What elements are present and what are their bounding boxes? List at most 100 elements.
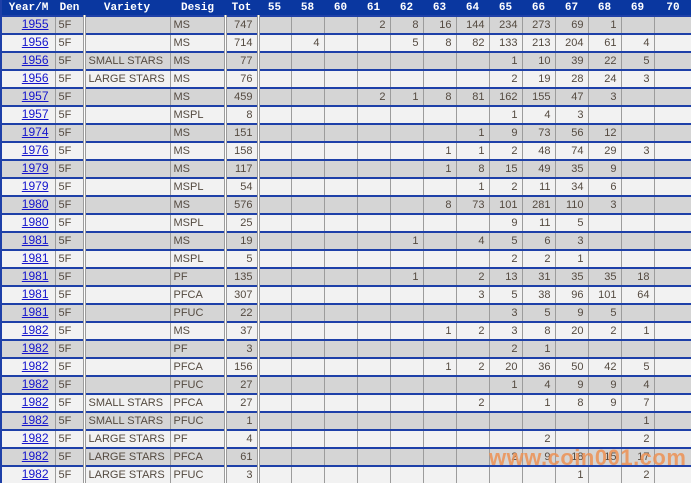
cell-c70 — [654, 412, 691, 431]
cell-c64 — [456, 448, 490, 467]
year-link[interactable]: 1982 — [21, 377, 49, 391]
year-link[interactable]: 1982 — [21, 413, 49, 427]
cell-c66: 10 — [522, 52, 556, 71]
cell-c65: 2 — [489, 448, 523, 467]
cell-c64 — [456, 412, 490, 431]
cell-c65: 234 — [489, 16, 523, 35]
cell-c55 — [256, 340, 292, 359]
year-link[interactable]: 1981 — [21, 305, 49, 319]
cell-c61 — [357, 232, 391, 251]
cell-desig: PFCA — [170, 358, 226, 377]
table-row: 1982 5F LARGE STARS PFCA 61 2 9 18 15 17 — [1, 448, 691, 467]
year-link[interactable]: 1981 — [21, 233, 49, 247]
cell-c70 — [654, 34, 691, 53]
year-link[interactable]: 1982 — [21, 359, 49, 373]
cell-c70 — [654, 358, 691, 377]
cell-c60 — [324, 142, 358, 161]
cell-c70 — [654, 268, 691, 287]
cell-c64 — [456, 340, 490, 359]
cell-c69: 4 — [621, 376, 655, 395]
cell-c67: 39 — [555, 52, 589, 71]
year-link[interactable]: 1974 — [21, 125, 49, 139]
cell-c55 — [256, 232, 292, 251]
year-link[interactable]: 1955 — [21, 17, 49, 31]
cell-c67: 110 — [555, 196, 589, 215]
cell-desig: PFUC — [170, 304, 226, 323]
year-link[interactable]: 1982 — [21, 323, 49, 337]
column-header-c55: 55 — [258, 0, 291, 17]
cell-c65: 5 — [489, 286, 523, 305]
cell-c68: 5 — [588, 304, 622, 323]
cell-c62 — [390, 124, 424, 143]
year-link[interactable]: 1979 — [21, 161, 49, 175]
table-row: 1957 5F MS 459 2 1 8 81 162 155 47 3 — [1, 88, 691, 107]
table-row: 1982 5F PF 3 2 1 — [1, 340, 691, 359]
year-link[interactable]: 1980 — [21, 215, 49, 229]
year-link[interactable]: 1957 — [21, 107, 49, 121]
year-link[interactable]: 1981 — [21, 287, 49, 301]
cell-tot: 22 — [223, 304, 259, 323]
cell-c67: 3 — [555, 106, 589, 125]
year-link[interactable]: 1982 — [21, 449, 49, 463]
cell-c64: 82 — [456, 34, 490, 53]
year-link[interactable]: 1982 — [21, 395, 49, 409]
cell-variety: SMALL STARS — [82, 394, 171, 413]
year-link[interactable]: 1956 — [21, 35, 49, 49]
cell-desig: MS — [170, 34, 226, 53]
cell-c55 — [256, 16, 292, 35]
cell-desig: MSPL — [170, 250, 226, 269]
table-row: 1956 5F MS 714 4 5 8 82 133 213 204 61 4 — [1, 34, 691, 53]
year-link[interactable]: 1982 — [21, 467, 49, 481]
cell-c61 — [357, 448, 391, 467]
cell-year: 1974 — [1, 124, 56, 143]
cell-variety — [82, 304, 171, 323]
cell-desig: MS — [170, 124, 226, 143]
cell-c60 — [324, 286, 358, 305]
cell-c63 — [423, 286, 457, 305]
cell-den: 5F — [55, 52, 85, 71]
cell-variety — [82, 88, 171, 107]
cell-variety — [82, 142, 171, 161]
year-link[interactable]: 1982 — [21, 431, 49, 445]
year-link[interactable]: 1956 — [21, 53, 49, 67]
year-link[interactable]: 1976 — [21, 143, 49, 157]
cell-c67: 96 — [555, 286, 589, 305]
cell-c58 — [291, 160, 325, 179]
cell-c63: 1 — [423, 142, 457, 161]
cell-c62 — [390, 286, 424, 305]
year-link[interactable]: 1982 — [21, 341, 49, 355]
cell-c62 — [390, 214, 424, 233]
cell-den: 5F — [55, 466, 85, 483]
year-link[interactable]: 1956 — [21, 71, 49, 85]
cell-c61 — [357, 430, 391, 449]
cell-c55 — [256, 286, 292, 305]
cell-den: 5F — [55, 214, 85, 233]
year-link[interactable]: 1979 — [21, 179, 49, 193]
cell-c62 — [390, 322, 424, 341]
year-link[interactable]: 1981 — [21, 251, 49, 265]
cell-c69 — [621, 88, 655, 107]
cell-c65 — [489, 394, 523, 413]
year-link[interactable]: 1981 — [21, 269, 49, 283]
cell-c67: 47 — [555, 88, 589, 107]
cell-c68: 6 — [588, 178, 622, 197]
cell-c62 — [390, 448, 424, 467]
table-row: 1957 5F MSPL 8 1 4 3 — [1, 106, 691, 125]
cell-c69: 5 — [621, 52, 655, 71]
cell-c58 — [291, 394, 325, 413]
cell-c69 — [621, 196, 655, 215]
cell-c66: 48 — [522, 142, 556, 161]
year-link[interactable]: 1957 — [21, 89, 49, 103]
cell-tot: 77 — [223, 52, 259, 71]
cell-c60 — [324, 124, 358, 143]
cell-c61 — [357, 52, 391, 71]
year-link[interactable]: 1980 — [21, 197, 49, 211]
cell-c58 — [291, 250, 325, 269]
cell-c61 — [357, 124, 391, 143]
cell-c55 — [256, 52, 292, 71]
cell-c60 — [324, 52, 358, 71]
cell-den: 5F — [55, 232, 85, 251]
cell-tot: 459 — [223, 88, 259, 107]
cell-c64: 2 — [456, 322, 490, 341]
cell-desig: PFUC — [170, 376, 226, 395]
